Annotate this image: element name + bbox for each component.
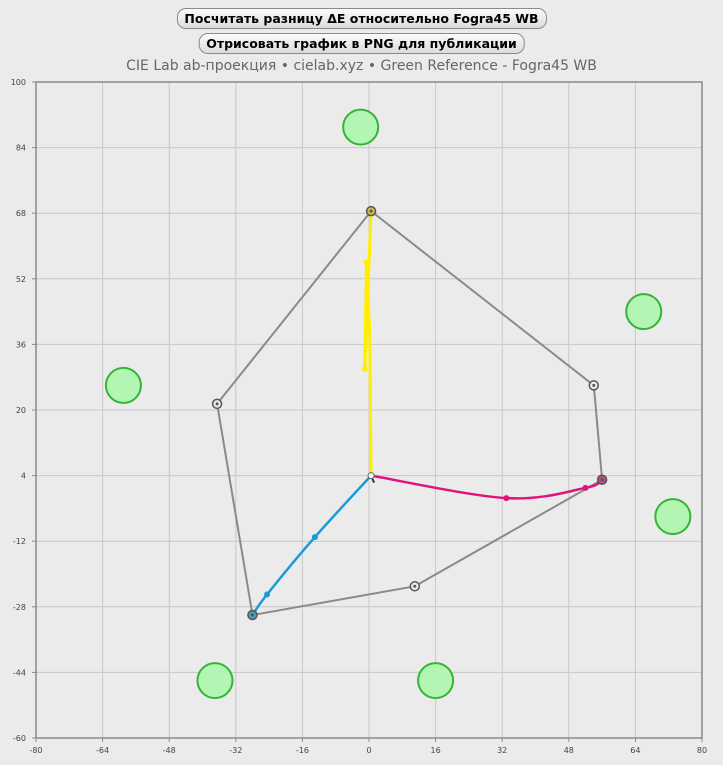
- y-tick-label: 84: [16, 144, 26, 153]
- gamut-hull-line: [216, 210, 604, 616]
- series-lines: [251, 209, 604, 617]
- markers: [211, 205, 608, 621]
- x-tick-label: -32: [229, 746, 242, 755]
- magenta-series-line: [369, 474, 604, 500]
- x-tick-label: -80: [29, 746, 42, 755]
- y-tick-label: 100: [11, 78, 26, 87]
- green-reference-circle: [654, 498, 692, 536]
- y-tick-label: 4: [21, 472, 26, 481]
- axes: -80 -64 -48 -32 -16 0 16 32 48 64 80 100 84 68 52 36 20 4…: [11, 78, 707, 755]
- green-reference-circle: [104, 366, 142, 404]
- yellow-point: [363, 259, 370, 266]
- x-tick-label: 80: [697, 746, 707, 755]
- green-reference-circle: [196, 662, 234, 700]
- y-tick-label: 52: [16, 275, 26, 284]
- x-tick-label: -48: [163, 746, 176, 755]
- x-tick-label: 48: [564, 746, 574, 755]
- cyan-point: [264, 591, 271, 598]
- green-reference-circle: [625, 293, 663, 331]
- y-tick-label: -28: [13, 603, 26, 612]
- hull-vertex-dot: [369, 209, 373, 213]
- export-png-button[interactable]: Отрисовать график в PNG для публикации: [198, 33, 525, 54]
- plot-frame: [35, 81, 703, 739]
- hull-vertex-dot: [592, 383, 596, 387]
- cyan-series-line: [251, 474, 373, 617]
- calc-delta-e-button[interactable]: Посчитать разницу ΔE относительно Fogra4…: [176, 8, 547, 29]
- gamut-hull: [216, 210, 604, 616]
- y-tick-label: -60: [13, 734, 26, 743]
- y-tick-label: -12: [13, 537, 26, 546]
- hull-vertex-dot: [250, 613, 254, 617]
- yellow-series-line: [363, 209, 373, 478]
- origin-point: [367, 472, 375, 480]
- green-reference-circle: [342, 108, 380, 146]
- x-tick-label: 16: [431, 746, 441, 755]
- hull-vertex-dot: [413, 584, 417, 588]
- cyan-point: [311, 534, 318, 541]
- green-reference-circle: [417, 662, 455, 700]
- chart-subtitle: CIE Lab ab-проекция • cielab.xyz • Green…: [126, 58, 597, 74]
- y-tick-label: 36: [16, 340, 26, 349]
- x-tick-label: 32: [497, 746, 507, 755]
- green-references: [104, 108, 692, 700]
- magenta-point: [582, 484, 589, 491]
- x-tick-label: -64: [96, 746, 109, 755]
- yellow-point: [361, 366, 368, 372]
- y-tick-label: -44: [13, 668, 26, 677]
- x-tick-label: 64: [630, 746, 640, 755]
- magenta-point: [503, 495, 510, 502]
- hull-vertex-dot: [215, 402, 219, 406]
- y-tick-label: 20: [16, 406, 26, 415]
- x-tick-label: 0: [366, 746, 371, 755]
- x-tick-label: -16: [296, 746, 309, 755]
- y-tick-label: 68: [16, 209, 26, 218]
- hull-vertex-dot: [600, 478, 604, 482]
